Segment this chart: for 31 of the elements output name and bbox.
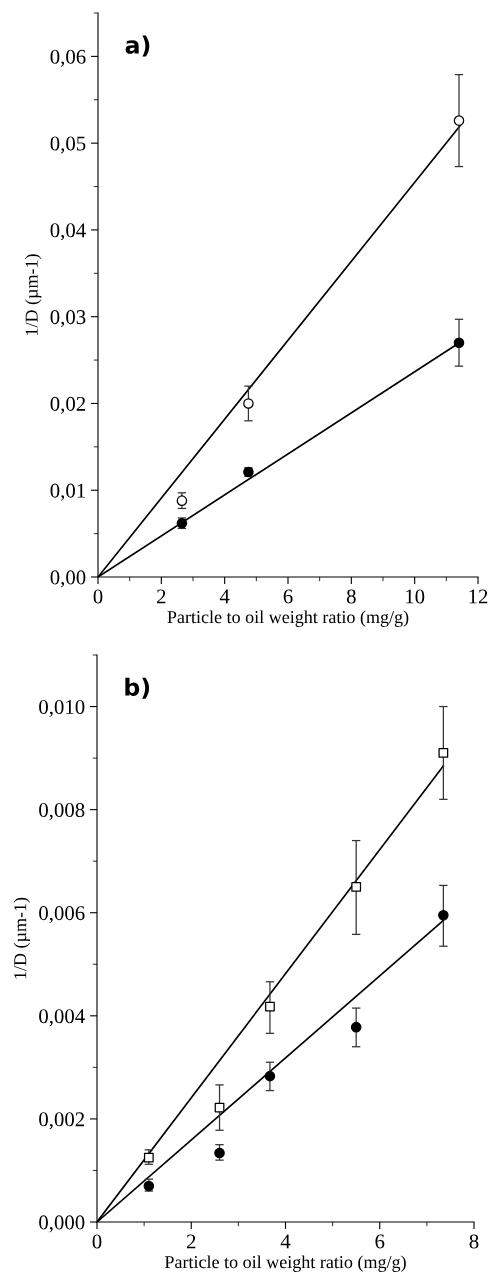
y-axis-title: 1/D (µm-1) <box>13 897 30 979</box>
annotation: b) <box>125 677 150 699</box>
x-axis-title: Particle to oil weight ratio (mg/g) <box>164 1255 406 1272</box>
y-tick-label: 0,004 <box>39 1009 85 1027</box>
x-axis-title: Particle to oil weight ratio (mg/g) <box>167 610 409 627</box>
y-tick-label: 0,010 <box>39 699 85 717</box>
x-tick-label: 0 <box>93 589 103 604</box>
y-tick-label: 0,05 <box>50 136 86 154</box>
y-tick-label: 0,01 <box>50 483 85 501</box>
x-tick-label: 8 <box>346 589 356 604</box>
y-tick-label: 0,04 <box>50 223 86 241</box>
y-tick-label: 0,006 <box>39 906 85 924</box>
x-tick-label: 6 <box>375 1234 385 1249</box>
y-axis-title: 1/D (µm-1) <box>25 254 42 335</box>
x-tick-label: 4 <box>280 1234 291 1249</box>
x-tick-label: 2 <box>157 589 166 604</box>
annotation: a) <box>125 35 150 57</box>
x-tick-label: 8 <box>469 1234 479 1249</box>
y-tick-label: 0,03 <box>50 310 86 328</box>
y-tick-label: 0,000 <box>39 1215 85 1233</box>
y-tick-label: 0,02 <box>50 396 86 414</box>
x-tick-label: 4 <box>219 589 230 604</box>
x-tick-label: 6 <box>283 589 293 604</box>
x-tick-label: 10 <box>406 589 425 604</box>
x-tick-label: 12 <box>469 589 488 604</box>
y-tick-label: 0,00 <box>50 570 86 588</box>
x-tick-label: 2 <box>186 1234 196 1249</box>
y-tick-label: 0,06 <box>50 49 86 67</box>
y-tick-label: 0,002 <box>39 1112 85 1130</box>
x-tick-label: 0 <box>92 1234 102 1249</box>
y-tick-label: 0,008 <box>39 803 85 821</box>
